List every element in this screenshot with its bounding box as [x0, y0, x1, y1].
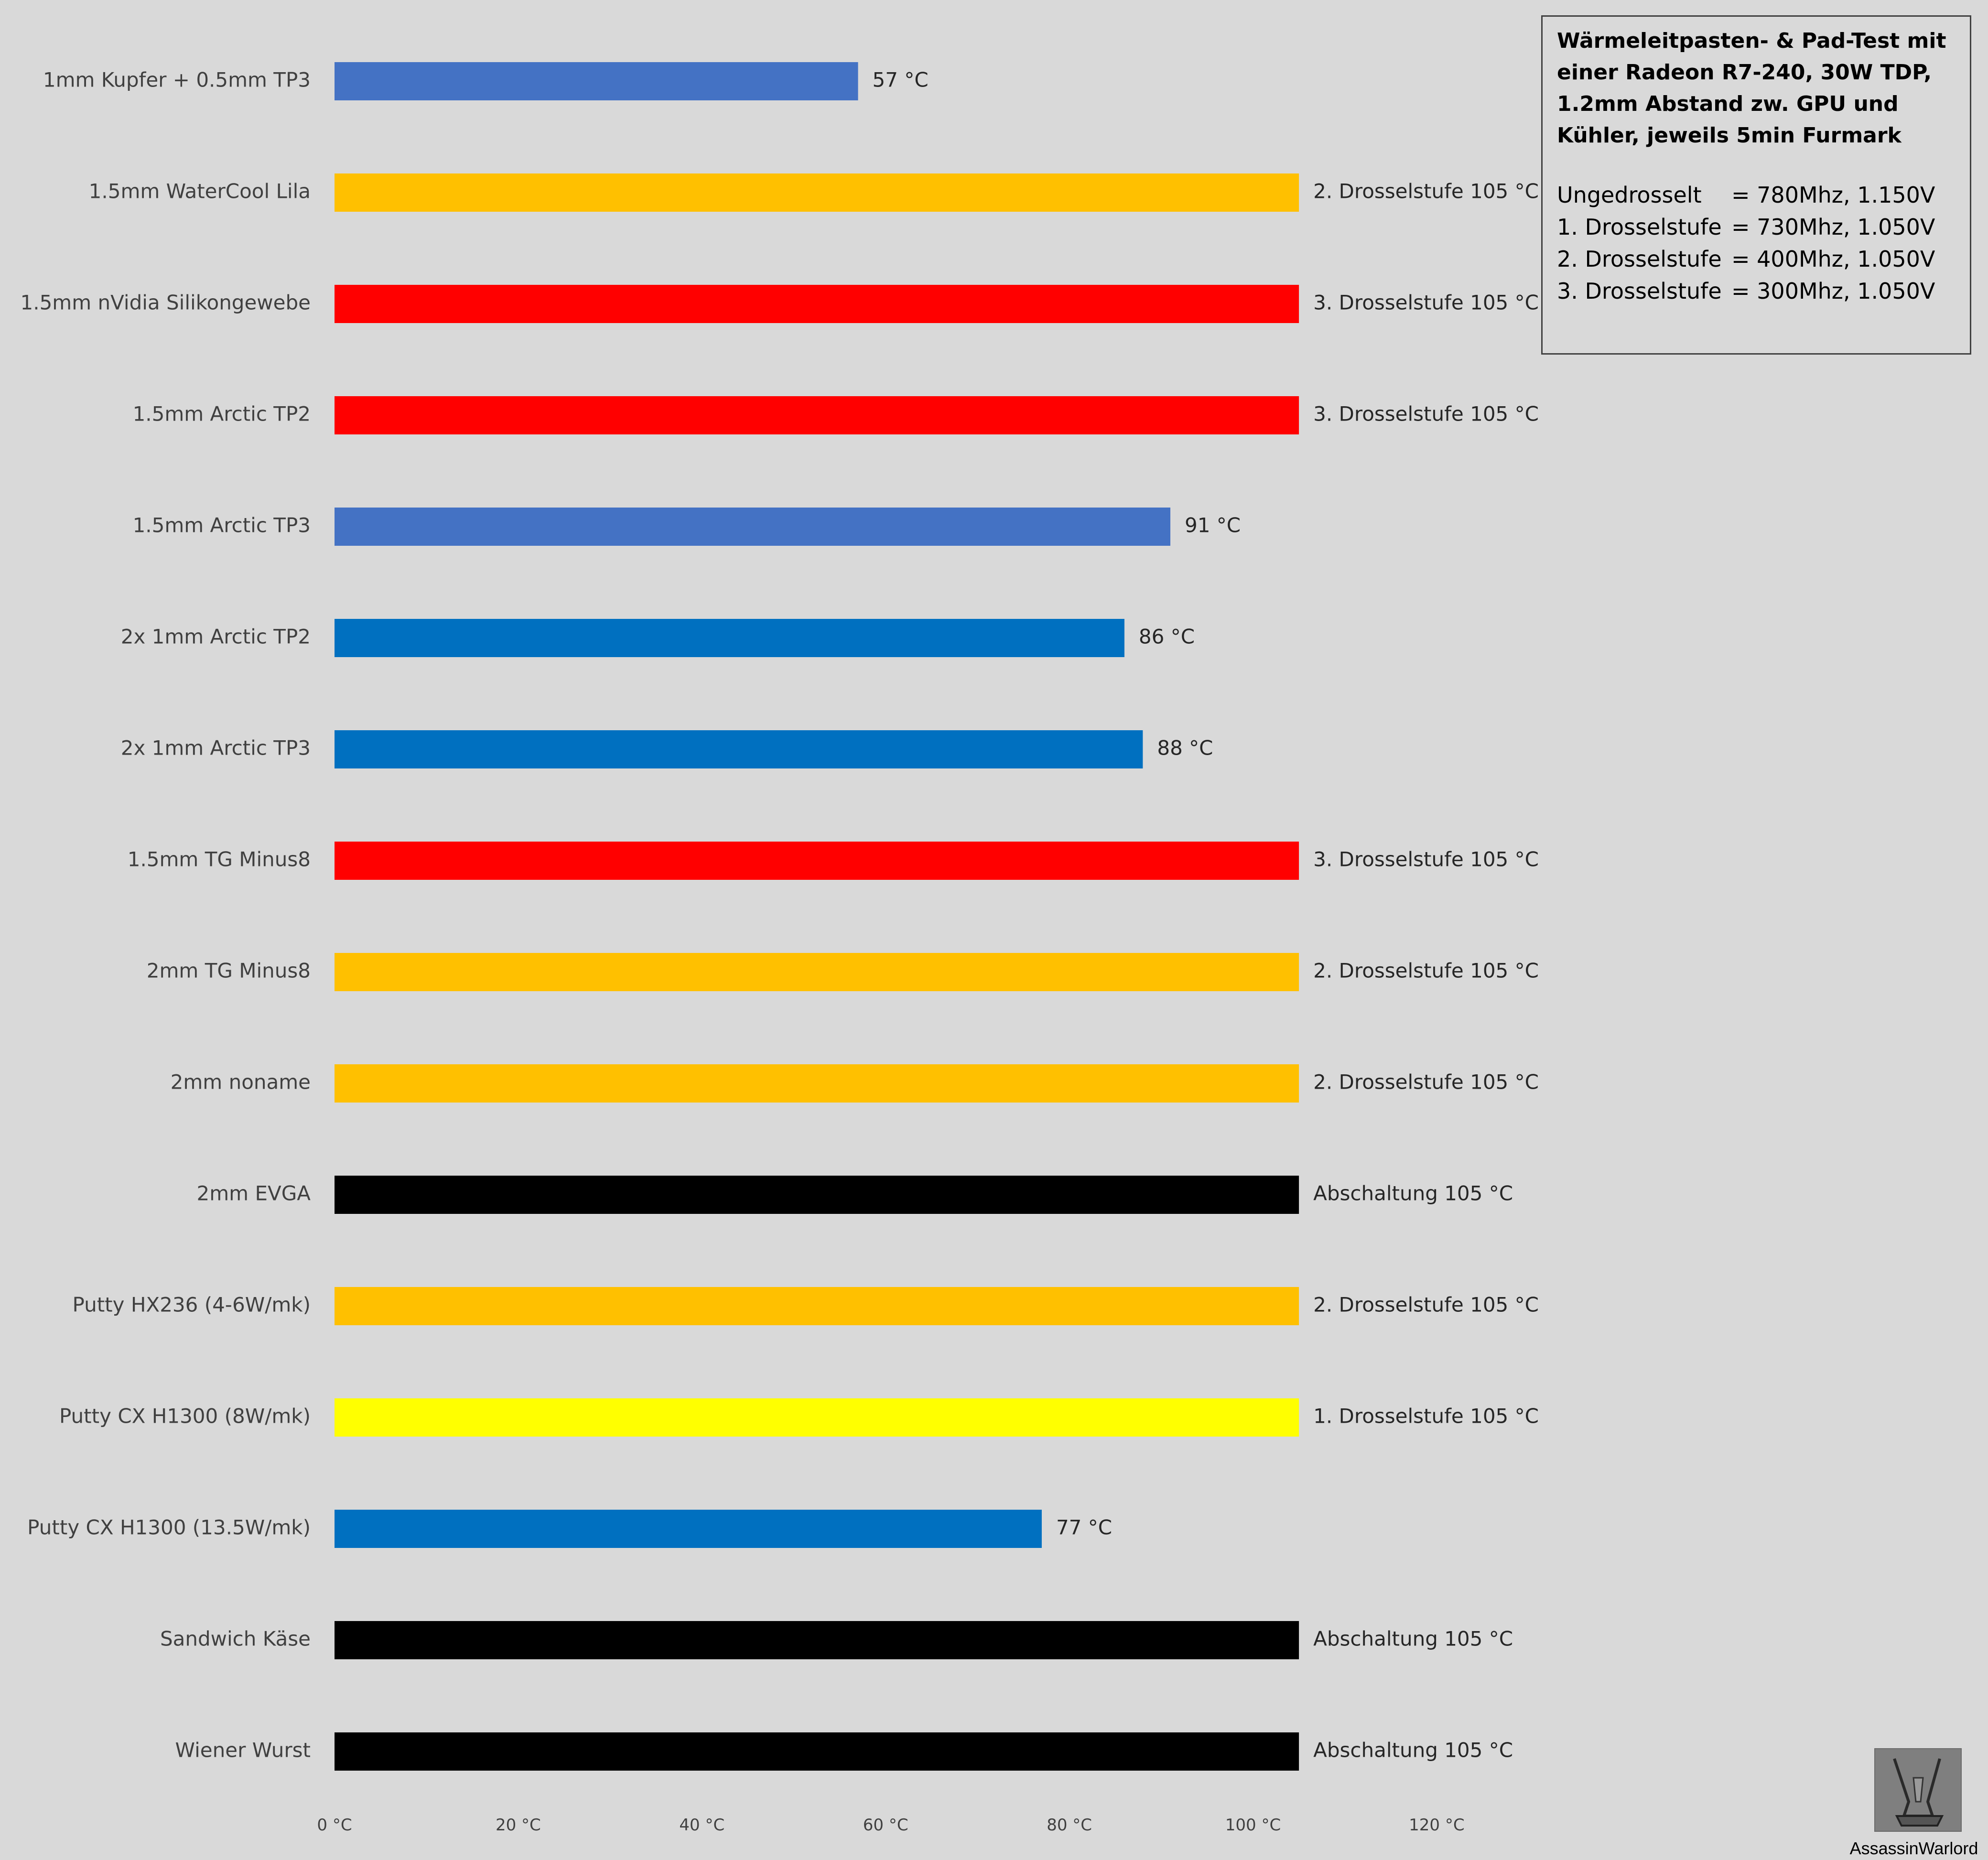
data-label: Abschaltung 105 °C	[1313, 1739, 1513, 1762]
category-label: 1mm Kupfer + 0.5mm TP3	[43, 68, 311, 92]
x-tick-label: 40 °C	[679, 1816, 724, 1835]
author-logo	[1874, 1748, 1962, 1832]
bar	[335, 396, 1299, 434]
data-label: 2. Drosselstufe 105 °C	[1313, 1293, 1539, 1317]
data-label: 3. Drosselstufe 105 °C	[1313, 402, 1539, 426]
info-row: Ungedrosselt = 780Mhz, 1.150V	[1557, 179, 1956, 211]
category-label: 2x 1mm Arctic TP2	[121, 625, 311, 649]
bar	[335, 508, 1171, 546]
bar	[335, 730, 1143, 768]
data-label: 57 °C	[873, 68, 929, 92]
data-label: Abschaltung 105 °C	[1313, 1627, 1513, 1651]
info-box-title: Wärmeleitpasten- & Pad-Test mit einer Ra…	[1557, 29, 1946, 148]
data-label: 1. Drosselstufe 105 °C	[1313, 1405, 1539, 1428]
data-label: 88 °C	[1157, 736, 1213, 760]
info-box-rows: Ungedrosselt = 780Mhz, 1.150V 1. Drossel…	[1557, 179, 1956, 307]
data-label: 86 °C	[1139, 625, 1195, 649]
category-label: Putty CX H1300 (13.5W/mk)	[27, 1516, 311, 1539]
category-label: 2mm TG Minus8	[147, 959, 311, 983]
x-tick-label: 120 °C	[1409, 1816, 1464, 1835]
bar	[335, 1287, 1299, 1325]
category-label: 2mm noname	[171, 1071, 311, 1094]
info-row: 2. Drosselstufe = 400Mhz, 1.050V	[1557, 243, 1956, 275]
x-tick-label: 60 °C	[863, 1816, 908, 1835]
data-label: Abschaltung 105 °C	[1313, 1182, 1513, 1205]
x-axis: 0 °C 20 °C 40 °C 60 °C 80 °C 100 °C 120 °C	[317, 1816, 1464, 1835]
data-label: 77 °C	[1056, 1516, 1112, 1539]
bar	[335, 1064, 1299, 1103]
bar	[335, 173, 1299, 212]
x-tick-label: 20 °C	[496, 1816, 541, 1835]
category-label: 1.5mm TG Minus8	[128, 848, 311, 871]
labels-layer: 1mm Kupfer + 0.5mm TP3 57 °C 1.5mm WaterCo…	[21, 68, 1539, 1762]
category-label: 2x 1mm Arctic TP3	[121, 736, 311, 760]
bar	[335, 285, 1299, 323]
info-row-label: 1. Drosselstufe	[1557, 214, 1722, 240]
category-label: 1.5mm nVidia Silikongewebe	[21, 291, 311, 314]
bar	[335, 62, 858, 100]
category-label: 1.5mm Arctic TP3	[133, 514, 311, 537]
bar	[335, 842, 1299, 880]
x-tick-label: 80 °C	[1047, 1816, 1092, 1835]
bar	[335, 1398, 1299, 1437]
x-tick-label: 100 °C	[1225, 1816, 1281, 1835]
bar	[335, 1510, 1042, 1548]
category-label: Putty HX236 (4-6W/mk)	[72, 1293, 311, 1317]
bar	[335, 1621, 1299, 1659]
category-label: 1.5mm WaterCool Lila	[89, 180, 311, 203]
info-row-value: = 300Mhz, 1.050V	[1731, 278, 1935, 304]
category-label: 1.5mm Arctic TP2	[133, 402, 311, 426]
bars-layer	[335, 62, 1299, 1771]
info-row-label: Ungedrosselt	[1557, 182, 1702, 208]
category-label: Sandwich Käse	[160, 1627, 311, 1651]
data-label: 2. Drosselstufe 105 °C	[1313, 180, 1539, 203]
bar	[335, 1176, 1299, 1214]
bar	[335, 619, 1124, 657]
category-label: Wiener Wurst	[175, 1739, 311, 1762]
info-row-label: 2. Drosselstufe	[1557, 246, 1722, 272]
info-row-value: = 730Mhz, 1.050V	[1731, 214, 1935, 240]
x-tick-label: 0 °C	[317, 1816, 352, 1835]
info-box: Wärmeleitpasten- & Pad-Test mit einer Ra…	[1541, 15, 1971, 355]
data-label: 3. Drosselstufe 105 °C	[1313, 848, 1539, 871]
sword-emblem-icon	[1875, 1749, 1961, 1831]
data-label: 91 °C	[1185, 514, 1241, 537]
info-row: 1. Drosselstufe = 730Mhz, 1.050V	[1557, 211, 1956, 243]
bar	[335, 1732, 1299, 1771]
category-label: 2mm EVGA	[197, 1182, 311, 1205]
info-row-value: = 780Mhz, 1.150V	[1731, 182, 1935, 208]
data-label: 3. Drosselstufe 105 °C	[1313, 291, 1539, 314]
bar	[335, 953, 1299, 991]
info-row-value: = 400Mhz, 1.050V	[1731, 246, 1935, 272]
category-label: Putty CX H1300 (8W/mk)	[59, 1405, 311, 1428]
author-caption: AssassinWarlord	[1849, 1838, 1978, 1858]
data-label: 2. Drosselstufe 105 °C	[1313, 1071, 1539, 1094]
info-row: 3. Drosselstufe = 300Mhz, 1.050V	[1557, 275, 1956, 307]
info-row-label: 3. Drosselstufe	[1557, 278, 1722, 304]
data-label: 2. Drosselstufe 105 °C	[1313, 959, 1539, 983]
